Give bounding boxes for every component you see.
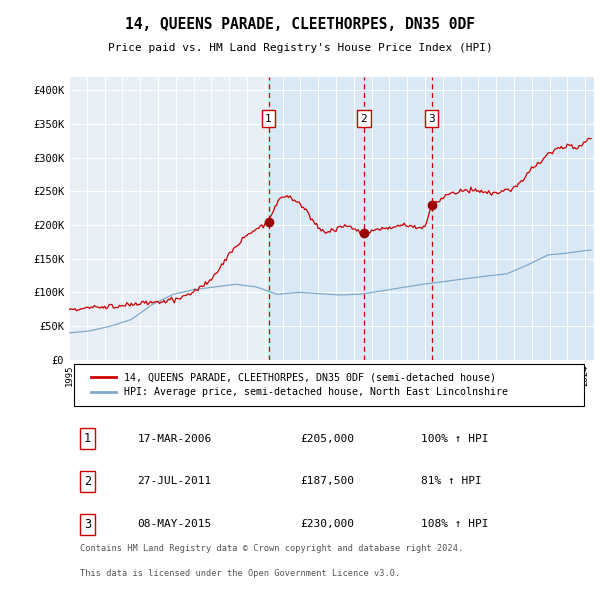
Text: 3: 3: [84, 518, 91, 531]
Text: 1: 1: [84, 432, 91, 445]
Text: 100% ↑ HPI: 100% ↑ HPI: [421, 434, 488, 444]
Text: 08-MAY-2015: 08-MAY-2015: [137, 519, 212, 529]
Text: 108% ↑ HPI: 108% ↑ HPI: [421, 519, 488, 529]
Text: 2: 2: [361, 113, 367, 123]
Text: £187,500: £187,500: [300, 477, 354, 486]
Text: 1: 1: [265, 113, 272, 123]
Text: 27-JUL-2011: 27-JUL-2011: [137, 477, 212, 486]
Text: 81% ↑ HPI: 81% ↑ HPI: [421, 477, 482, 486]
Text: Price paid vs. HM Land Registry's House Price Index (HPI): Price paid vs. HM Land Registry's House …: [107, 43, 493, 53]
Bar: [431, 77, 594, 360]
Bar: [74, 364, 583, 406]
Text: 17-MAR-2006: 17-MAR-2006: [137, 434, 212, 444]
Text: £205,000: £205,000: [300, 434, 354, 444]
Text: This data is licensed under the Open Government Licence v3.0.: This data is licensed under the Open Gov…: [79, 569, 400, 578]
Text: 14, QUEENS PARADE, CLEETHORPES, DN35 0DF: 14, QUEENS PARADE, CLEETHORPES, DN35 0DF: [125, 18, 475, 32]
Bar: [364, 77, 431, 360]
Text: 2: 2: [84, 475, 91, 488]
Legend: 14, QUEENS PARADE, CLEETHORPES, DN35 0DF (semi-detached house), HPI: Average pri: 14, QUEENS PARADE, CLEETHORPES, DN35 0DF…: [87, 369, 512, 401]
Text: £230,000: £230,000: [300, 519, 354, 529]
Text: Contains HM Land Registry data © Crown copyright and database right 2024.: Contains HM Land Registry data © Crown c…: [79, 544, 463, 553]
Text: 3: 3: [428, 113, 435, 123]
Bar: [269, 77, 364, 360]
